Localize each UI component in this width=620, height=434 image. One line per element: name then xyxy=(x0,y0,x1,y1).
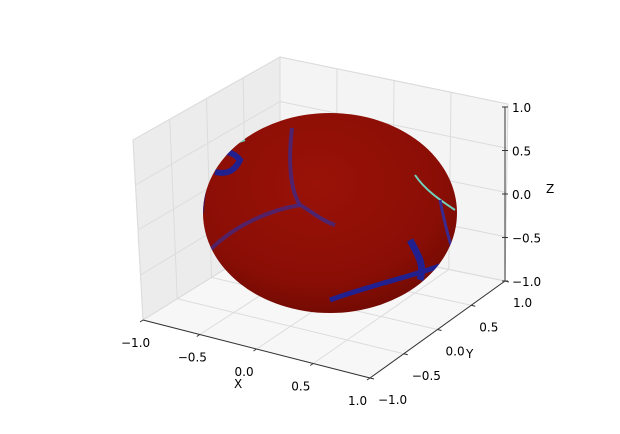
x-tick xyxy=(309,363,314,366)
y-tick xyxy=(369,377,375,380)
x-axis-label: X xyxy=(234,377,242,391)
z-tick-label: −0.5 xyxy=(512,232,541,246)
x-tick-label: −0.5 xyxy=(178,351,207,365)
axes: −1.0 −0.5 0.0 0.5 1.0 −1.0 −0.5 0.0 0.5 1.0 −1.0 −0… xyxy=(121,101,541,408)
y-axis-label: Y xyxy=(465,347,474,361)
z-tick-label: 0.0 xyxy=(512,188,531,202)
z-axis-label: Z xyxy=(546,182,554,196)
x-tick xyxy=(253,348,257,352)
z-gridline xyxy=(132,56,509,141)
z-tick-label: −1.0 xyxy=(512,275,541,289)
y-tick-label: 0.5 xyxy=(479,320,498,334)
z-tick-label: 1.0 xyxy=(512,101,531,115)
y-tick-label: 0.0 xyxy=(446,345,465,359)
surface-feature-cyan xyxy=(414,174,456,211)
surface-feature-blue xyxy=(208,203,301,252)
x-tick xyxy=(196,334,201,337)
y-tick-label: −0.5 xyxy=(412,369,441,383)
sphere-surface xyxy=(203,113,457,313)
axis-labels: X Y Z xyxy=(234,182,554,391)
x-tick-label: 1.0 xyxy=(348,394,367,408)
x-tick-label: −1.0 xyxy=(121,336,150,350)
y-tick xyxy=(471,304,476,307)
y-tick-label: 1.0 xyxy=(513,296,532,310)
y-tick-label: −1.0 xyxy=(378,393,407,407)
x-tick-label: 0.5 xyxy=(291,380,310,394)
x-tick-label: 0.0 xyxy=(235,365,254,379)
y-tick xyxy=(437,329,442,331)
z-tick-label: 0.5 xyxy=(512,145,531,159)
x-tick xyxy=(139,319,144,323)
x-tick xyxy=(366,377,371,381)
y-tick xyxy=(403,353,408,356)
z-gridline xyxy=(135,100,508,186)
surface-feature-blue xyxy=(406,238,426,282)
